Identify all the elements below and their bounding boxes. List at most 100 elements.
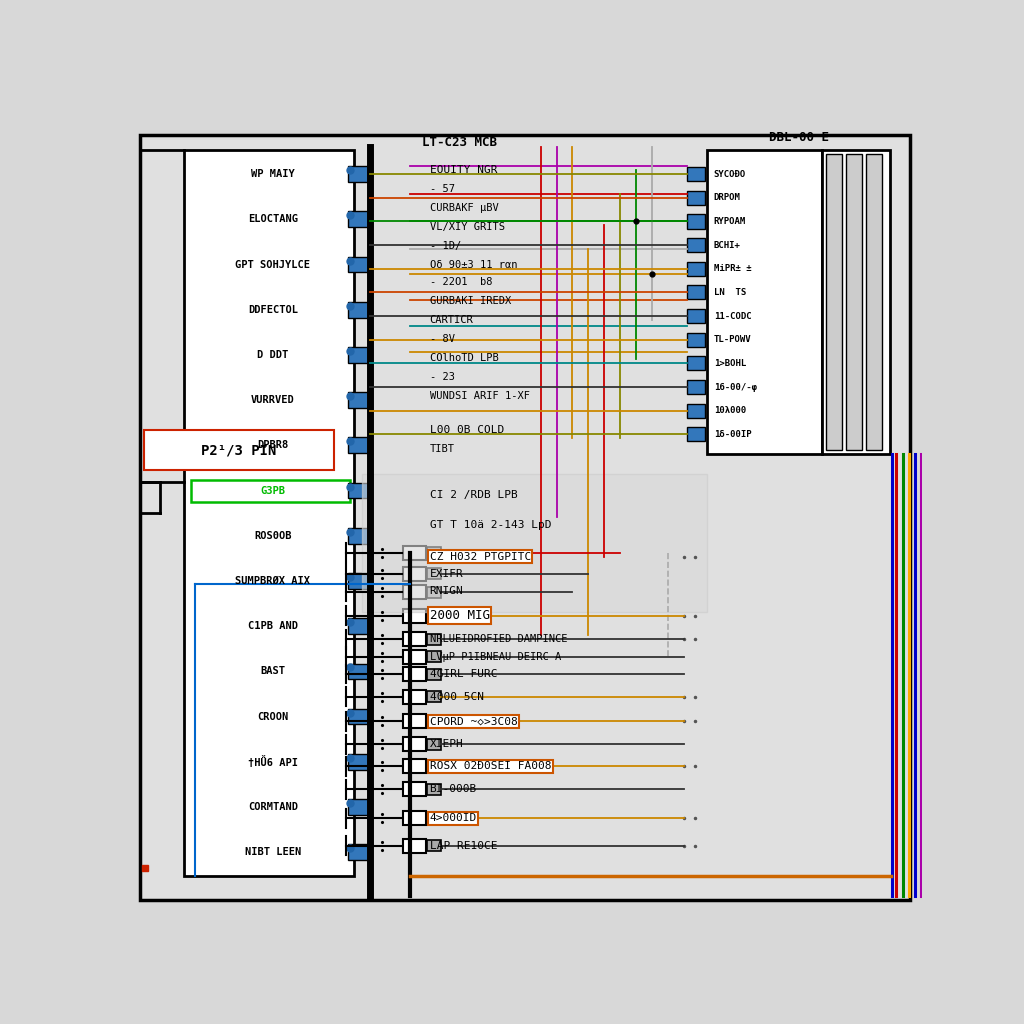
Bar: [687, 238, 705, 252]
Bar: [403, 782, 426, 797]
Bar: [427, 634, 441, 645]
Text: WP MAIY: WP MAIY: [251, 169, 295, 179]
Text: 1ẟ-00IP: 1ẟ-00IP: [714, 430, 752, 439]
Bar: [687, 262, 705, 275]
Bar: [143, 430, 334, 470]
Text: L00 0B COLD: L00 0B COLD: [430, 425, 504, 435]
Bar: [403, 839, 426, 853]
Text: BI-000B: BI-000B: [430, 784, 477, 795]
Text: - 22O1  b8: - 22O1 b8: [430, 278, 493, 287]
Text: GT T 10ä 2-143 LpD: GT T 10ä 2-143 LpD: [430, 520, 551, 530]
Bar: [348, 528, 370, 544]
Text: 4>000ID: 4>000ID: [430, 813, 477, 823]
Text: 1>BOHL: 1>BOHL: [714, 358, 745, 368]
Bar: [427, 761, 441, 772]
Text: - 57: - 57: [430, 184, 455, 195]
Bar: [427, 813, 441, 824]
Text: - 1D/: - 1D/: [430, 241, 461, 251]
Bar: [403, 667, 426, 681]
Bar: [348, 347, 370, 362]
Bar: [846, 155, 862, 451]
Bar: [687, 214, 705, 228]
Text: CORMTAND: CORMTAND: [248, 802, 298, 812]
Bar: [687, 356, 705, 371]
Bar: [687, 190, 705, 205]
Bar: [427, 610, 441, 622]
Bar: [348, 799, 370, 815]
Bar: [427, 651, 441, 663]
Text: CURBAKF μBV: CURBAKF μBV: [430, 203, 499, 213]
Text: P2¹/3 PIN: P2¹/3 PIN: [202, 443, 276, 457]
Text: 11-CODC: 11-CODC: [714, 311, 752, 321]
Bar: [183, 151, 354, 876]
Bar: [708, 151, 822, 454]
Bar: [403, 632, 426, 646]
Bar: [687, 380, 705, 394]
Text: RNIGN: RNIGN: [430, 586, 463, 596]
Text: TIBT: TIBT: [430, 444, 455, 455]
Text: ROS0OB: ROS0OB: [254, 530, 292, 541]
Text: - 8V: - 8V: [430, 334, 455, 344]
Bar: [403, 608, 426, 623]
Text: CARTICR: CARTICR: [430, 315, 473, 325]
Text: BCHI+: BCHI+: [714, 241, 740, 250]
Bar: [403, 690, 426, 703]
Bar: [348, 573, 370, 589]
Text: SYCOÐO: SYCOÐO: [714, 170, 745, 178]
Text: C1PB AND: C1PB AND: [248, 622, 298, 631]
Text: VL/XIY GRITS: VL/XIY GRITS: [430, 222, 505, 232]
Bar: [403, 715, 426, 728]
Bar: [348, 664, 370, 679]
Text: - 23: - 23: [430, 372, 455, 382]
Bar: [403, 546, 426, 560]
Bar: [348, 302, 370, 317]
Text: LAP RE10CE: LAP RE10CE: [430, 841, 497, 851]
Text: NIBT LEEN: NIBT LEEN: [245, 847, 301, 857]
Bar: [687, 403, 705, 418]
Text: LT-C23 MCB: LT-C23 MCB: [422, 136, 497, 150]
Text: Oẟ 90±3 11 rαn: Oẟ 90±3 11 rαn: [430, 260, 517, 269]
Bar: [348, 437, 370, 454]
Text: VURRVED: VURRVED: [251, 395, 295, 406]
Text: EOUITY NGR: EOUITY NGR: [430, 165, 497, 175]
Text: GURBAKI IREDX: GURBAKI IREDX: [430, 296, 511, 306]
Text: BAST: BAST: [260, 667, 286, 677]
Text: CZ H032 PTGPITC: CZ H032 PTGPITC: [430, 552, 530, 561]
Bar: [348, 709, 370, 725]
Text: G3PB: G3PB: [260, 485, 286, 496]
Text: CI 2 /RDB LPB: CI 2 /RDB LPB: [430, 490, 517, 500]
Text: MiPR± ±: MiPR± ±: [714, 264, 752, 273]
Text: COlhoTD LPB: COlhoTD LPB: [430, 353, 499, 362]
Text: 4000 5CN: 4000 5CN: [430, 692, 483, 701]
Bar: [348, 845, 370, 860]
Text: GPT SOHJYLCE: GPT SOHJYLCE: [236, 259, 310, 269]
Text: 10λ000: 10λ000: [714, 407, 745, 415]
Text: DBL-00 E: DBL-00 E: [769, 131, 828, 144]
Text: 2000 MIG: 2000 MIG: [430, 609, 489, 623]
Bar: [348, 257, 370, 272]
Bar: [403, 737, 426, 752]
Bar: [866, 155, 882, 451]
Bar: [427, 691, 441, 702]
Text: †HǙ6 API: †HǙ6 API: [248, 756, 298, 768]
Bar: [822, 151, 890, 454]
Bar: [403, 759, 426, 773]
Text: D DDT: D DDT: [257, 350, 289, 360]
Bar: [403, 567, 426, 581]
Text: 16-00/-φ: 16-00/-φ: [714, 383, 757, 391]
Text: 4GIRL FURC: 4GIRL FURC: [430, 669, 497, 679]
Bar: [348, 754, 370, 770]
Bar: [403, 585, 426, 599]
Bar: [403, 811, 426, 825]
Bar: [191, 479, 350, 502]
Bar: [687, 167, 705, 181]
Bar: [687, 333, 705, 347]
Bar: [362, 474, 708, 611]
Bar: [427, 738, 441, 750]
Text: TL-POWV: TL-POWV: [714, 335, 752, 344]
Bar: [826, 155, 842, 451]
Text: EXIFR: EXIFR: [430, 569, 463, 579]
Bar: [687, 286, 705, 299]
Bar: [427, 547, 441, 558]
Bar: [348, 618, 370, 634]
